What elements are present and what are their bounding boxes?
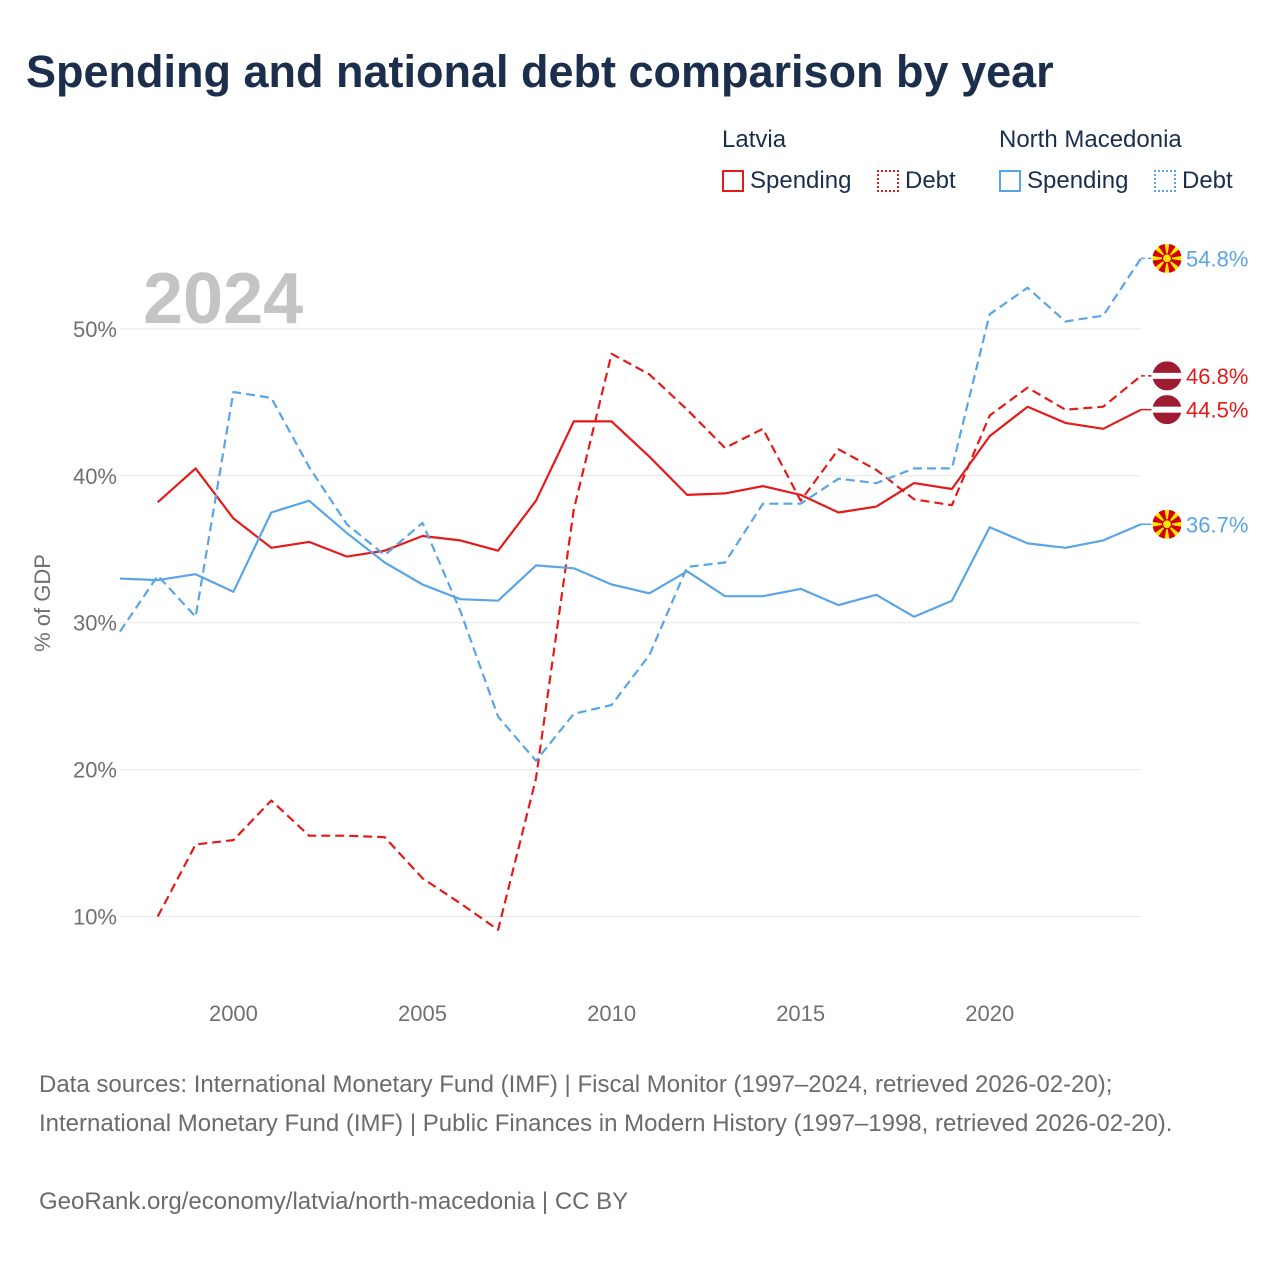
y-tick-label-20: 20% — [73, 758, 117, 783]
north-macedonia-flag-icon — [1151, 508, 1183, 540]
year-watermark: 2024 — [143, 259, 303, 339]
x-tick-label-2010: 2010 — [587, 1001, 636, 1026]
y-tick-label-50: 50% — [73, 317, 117, 342]
series-lines — [119, 257, 1142, 931]
x-tick-label-2015: 2015 — [776, 1001, 825, 1026]
end-label-north-macedonia-spending: 36.7% — [1186, 512, 1248, 537]
latvia-flag-icon — [1151, 360, 1183, 392]
latvia-flag-icon — [1151, 394, 1183, 426]
y-tick-labels: 10% 20% 30% 40% 50% — [73, 317, 117, 930]
y-tick-label-40: 40% — [73, 464, 117, 489]
series-line-latvia-spending — [157, 405, 1142, 558]
x-tick-label-2000: 2000 — [209, 1001, 258, 1026]
footer-sources: Data sources: International Monetary Fun… — [39, 1071, 1173, 1137]
legend-swatch-north-macedonia-debt — [1154, 170, 1176, 192]
y-axis-label: % of GDP — [30, 554, 55, 652]
grid-lines — [120, 328, 1141, 918]
series-line-latvia-debt — [156, 352, 1142, 931]
legend-swatch-north-macedonia-spending — [999, 170, 1021, 192]
y-tick-label-30: 30% — [73, 611, 117, 636]
legend-north-macedonia-debt[interactable]: Debt — [1154, 167, 1233, 195]
chart-plot: 2024 % of GDP 10%20%30%40%50% 2000 2005 20… — [30, 242, 1248, 1026]
legend-group-north-macedonia: North Macedonia — [999, 126, 1182, 153]
x-tick-label-2020: 2020 — [965, 1001, 1014, 1026]
north-macedonia-flag-icon — [1151, 242, 1183, 274]
legend-label-north-macedonia-debt: Debt — [1182, 167, 1233, 194]
x-tick-labels: 2000 2005 2010 2015 2020 — [209, 1001, 1014, 1026]
series-line-north-macedonia-debt — [119, 257, 1142, 762]
legend-label-north-macedonia-spending: Spending — [1027, 167, 1129, 194]
legend-group-latvia: Latvia — [722, 126, 787, 153]
end-label-north-macedonia-debt: 54.8% — [1186, 246, 1248, 271]
end-label-latvia-spending: 44.5% — [1186, 398, 1248, 423]
legend-label-latvia-spending: Spending — [750, 167, 852, 194]
series-line-north-macedonia-spending — [119, 499, 1142, 618]
legend-north-macedonia-spending[interactable]: Spending — [999, 167, 1128, 195]
legend-latvia-debt[interactable]: Debt — [877, 167, 956, 195]
x-tick-label-2005: 2005 — [398, 1001, 447, 1026]
chart-title: Spending and national debt comparison by… — [26, 46, 1054, 97]
y-tick-label-10: 10% — [73, 905, 117, 930]
footer-credit[interactable]: GeoRank.org/economy/latvia/north-macedon… — [39, 1188, 629, 1215]
legend-swatch-latvia-debt — [877, 170, 899, 192]
legend-label-latvia-debt: Debt — [905, 167, 956, 194]
end-labels: 44.5% 46.8% 36.7% 54.8% — [1141, 242, 1248, 540]
end-label-latvia-debt: 46.8% — [1186, 364, 1248, 389]
legend-swatch-latvia-spending — [722, 170, 744, 192]
legend-latvia-spending[interactable]: Spending — [722, 167, 851, 195]
